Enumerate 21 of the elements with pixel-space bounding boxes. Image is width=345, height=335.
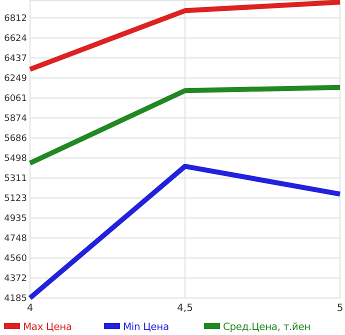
y-tick-label: 4560 xyxy=(4,254,28,264)
x-tick-label: 4,5 xyxy=(177,303,193,314)
y-tick-label: 6437 xyxy=(4,54,27,64)
y-tick-label: 5686 xyxy=(4,134,28,144)
y-tick-label: 6624 xyxy=(4,34,28,44)
y-tick-label: 6812 xyxy=(4,14,27,24)
y-tick-label: 4748 xyxy=(4,234,28,244)
y-tick-label: 4372 xyxy=(4,274,27,284)
legend-label: Max Цена xyxy=(23,322,72,333)
y-tick-label: 6249 xyxy=(4,74,28,84)
y-tick-label: 5311 xyxy=(4,174,27,184)
y-tick-label: 5874 xyxy=(4,114,28,124)
y-tick-label: 5498 xyxy=(4,154,28,164)
y-tick-label: 6061 xyxy=(4,94,27,104)
legend-label: Min Цена xyxy=(123,322,169,333)
y-tick-label: 5123 xyxy=(4,194,27,204)
legend-label: Сред.Цена, т.йен xyxy=(223,322,311,333)
y-tick-label: 4185 xyxy=(4,294,27,304)
x-tick-label: 4 xyxy=(26,303,34,314)
y-tick-label: 4935 xyxy=(4,214,27,224)
x-tick-label: 5 xyxy=(336,303,344,314)
